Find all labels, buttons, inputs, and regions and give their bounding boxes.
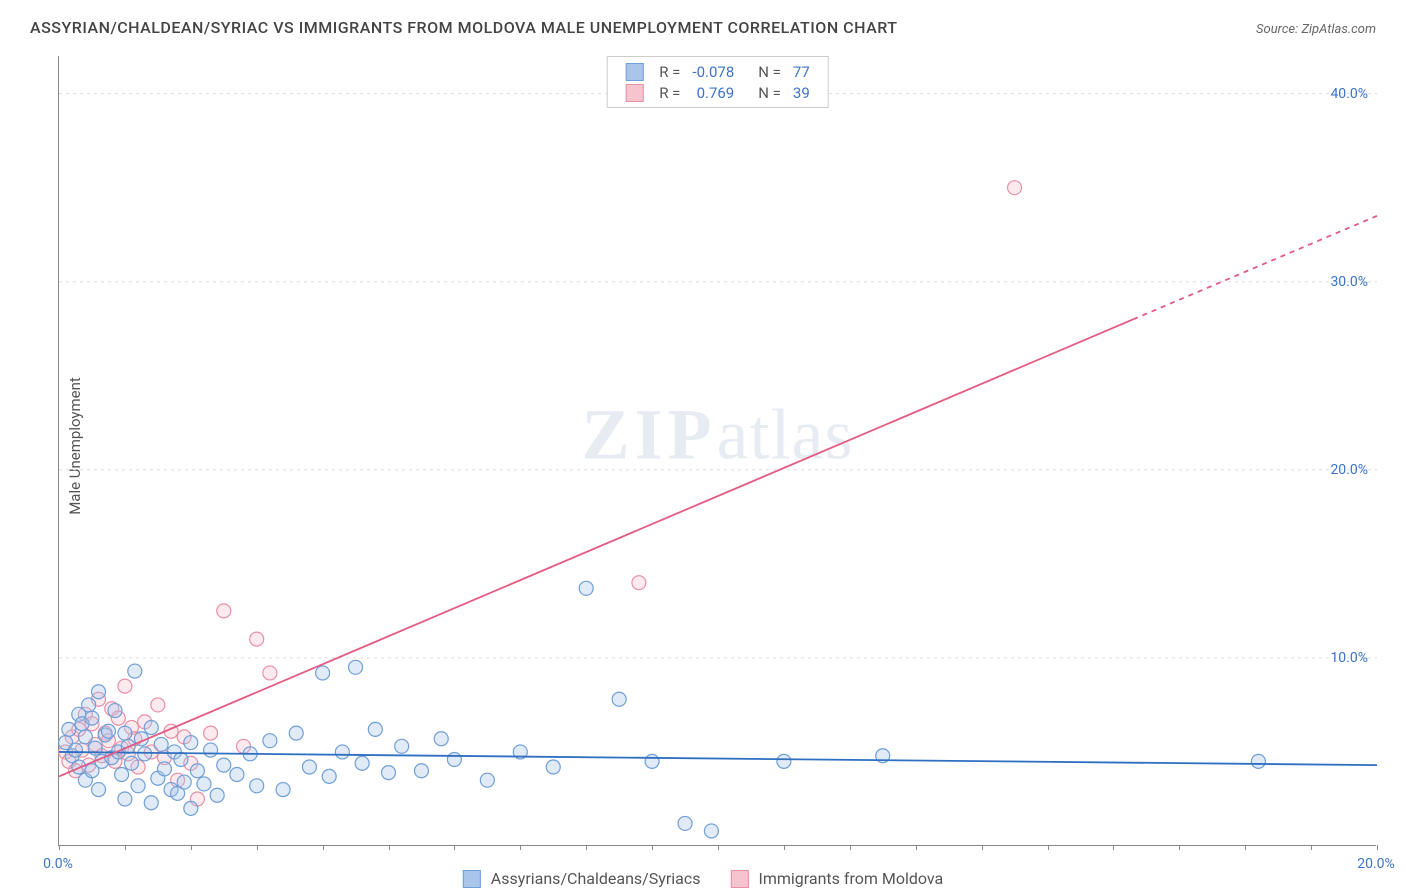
regression-line [59,752,1377,765]
n-value-a: 77 [787,61,816,82]
legend-item-series-b: Immigrants from Moldova [730,869,943,888]
x-minor-tick [1048,845,1049,850]
x-minor-tick [1377,845,1378,850]
x-minor-tick [718,845,719,850]
x-minor-tick [850,845,851,850]
swatch-series-b [730,870,748,888]
n-value-b: 39 [787,82,816,103]
plot-area: ZIPatlas R = -0.078 N = 77 R = 0.769 N =… [58,56,1376,846]
x-tick-label-min: 0.0% [43,856,73,872]
x-tick-label-max: 20.0% [1357,856,1395,872]
correlation-legend: R = -0.078 N = 77 R = 0.769 N = 39 [606,56,829,108]
x-minor-tick [982,845,983,850]
x-minor-tick [784,845,785,850]
x-minor-tick [389,845,390,850]
x-minor-tick [1311,845,1312,850]
x-minor-tick [520,845,521,850]
series-legend: Assyrians/Chaldeans/Syriacs Immigrants f… [463,869,943,888]
source-name: ZipAtlas.com [1301,22,1376,37]
x-minor-tick [1179,845,1180,850]
legend-row-series-b: R = 0.769 N = 39 [619,82,816,103]
x-minor-tick [1113,845,1114,850]
regression-line [59,319,1133,776]
swatch-series-a [463,870,481,888]
n-label: N = [752,82,787,103]
r-label: R = [653,61,686,82]
x-minor-tick [59,845,60,850]
x-minor-tick [125,845,126,850]
x-minor-tick [257,845,258,850]
series-b-label: Immigrants from Moldova [758,869,943,888]
source-prefix: Source: [1256,22,1301,37]
legend-row-series-a: R = -0.078 N = 77 [619,61,816,82]
x-minor-tick [454,845,455,850]
x-minor-tick [191,845,192,850]
r-label: R = [653,82,686,103]
chart-title: ASSYRIAN/CHALDEAN/SYRIAC VS IMMIGRANTS F… [30,18,897,37]
x-minor-tick [586,845,587,850]
x-minor-tick [916,845,917,850]
regression-line-layer [59,56,1376,845]
source-attribution: Source: ZipAtlas.com [1256,22,1376,37]
series-a-label: Assyrians/Chaldeans/Syriacs [491,869,701,888]
n-label: N = [752,61,787,82]
r-value-b: 0.769 [686,82,740,103]
x-minor-tick [1245,845,1246,850]
x-minor-tick [652,845,653,850]
x-minor-tick [323,845,324,850]
legend-item-series-a: Assyrians/Chaldeans/Syriacs [463,869,701,888]
r-value-a: -0.078 [686,61,740,82]
regression-line-extrapolated [1133,216,1377,319]
swatch-series-b [625,84,643,102]
swatch-series-a [625,63,643,81]
